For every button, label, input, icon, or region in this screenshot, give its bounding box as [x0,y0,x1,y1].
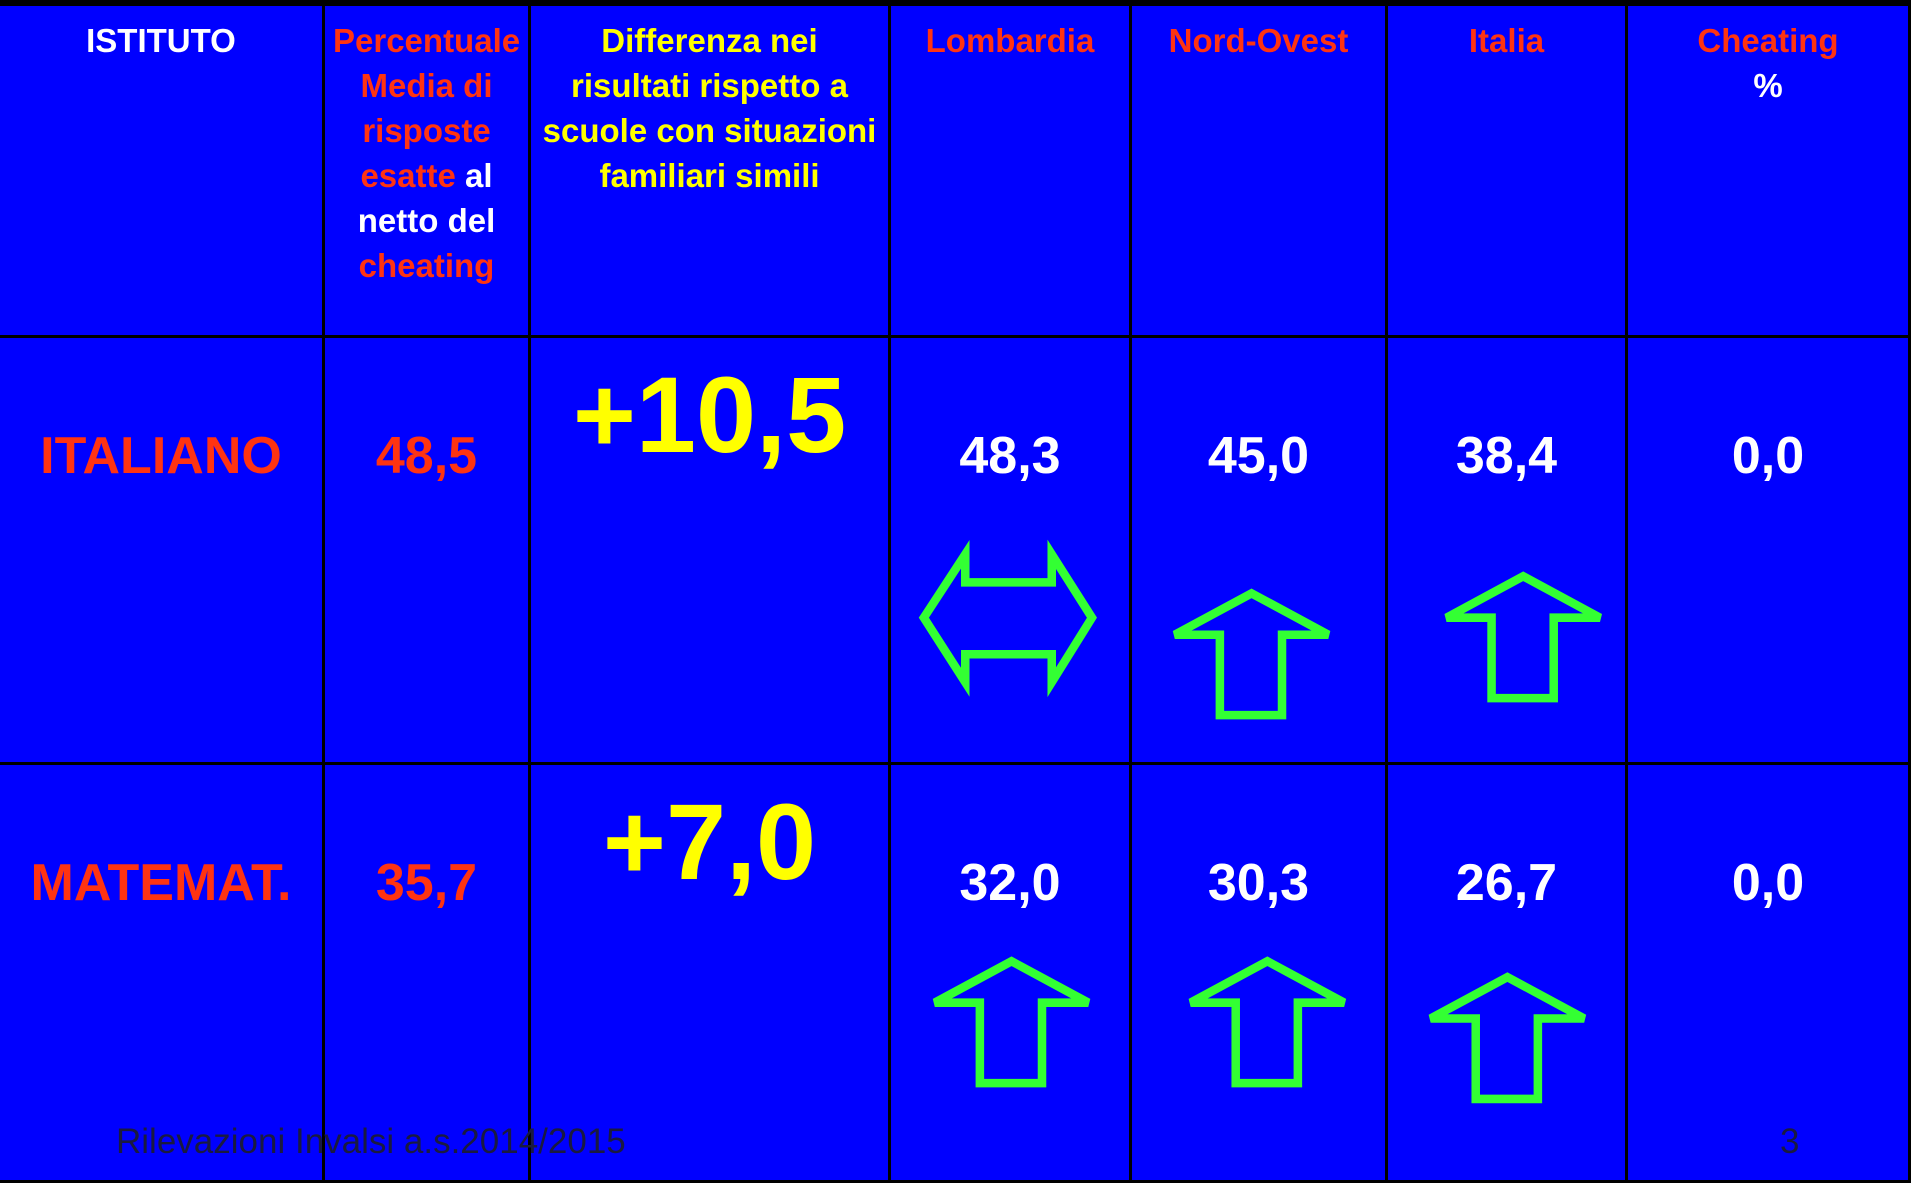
cell-value: 26,7 [1455,854,1558,912]
table-cell: 32,0 [891,765,1132,1183]
header-text: ISTITUTO [86,22,236,59]
table-cell: 35,7 [325,765,531,1183]
double-arrow [918,539,1097,698]
footer-source: Rilevazioni Invalsi a.s.2014/2015 [116,1122,626,1161]
table-cell: Nord-Ovest [1132,6,1388,338]
table-cell: 48,5 [325,338,531,765]
subject-label: MATEMAT. [30,854,292,912]
up-arrow [1444,571,1603,703]
header-text: netto del [357,202,496,239]
up-arrow [1188,956,1347,1088]
cell-value: 48,3 [959,427,1061,485]
table-cell: 45,0 [1132,338,1388,765]
table-cell: Italia [1388,6,1628,338]
difference-value: +7,0 [602,781,817,902]
header-text: Italia [1468,22,1545,59]
header-text: Nord-Ovest [1168,22,1349,59]
table-cell: Lombardia [891,6,1132,338]
up-arrow [932,956,1091,1088]
header-text: Cheating [1697,22,1839,59]
cell-value: 35,7 [375,854,478,912]
difference-value: +10,5 [572,354,847,475]
cell-value: 30,3 [1207,854,1310,912]
cell-value: 38,4 [1455,427,1558,485]
cell-value: 48,5 [375,427,478,485]
table-cell: 0,0 [1628,338,1911,765]
table-cell: +10,5 [531,338,891,765]
table-cell: 30,3 [1132,765,1388,1183]
header-text: Differenza nei risultati rispetto a scuo… [542,22,877,194]
table-cell: 0,0 [1628,765,1911,1183]
table-cell: Cheating% [1628,6,1911,338]
header-text: % [1753,67,1783,104]
table-cell: Percentuale Media di risposte esatte al n… [325,6,531,338]
table-cell: ITALIANO [0,338,325,765]
subject-label: ITALIANO [40,427,282,485]
table-cell: Differenza nei risultati rispetto a scuo… [531,6,891,338]
table-cell: ISTITUTO [0,6,325,338]
header-text: cheating [358,247,495,284]
page-number: 3 [1780,1122,1800,1161]
table-cell: 26,7 [1388,765,1628,1183]
up-arrow [1428,972,1587,1104]
cell-value: 32,0 [959,854,1061,912]
cell-value: 0,0 [1731,427,1805,485]
table-cell: 38,4 [1388,338,1628,765]
header-text: Percentuale Media di risposte esatte [333,22,521,194]
table-cell: +7,0 [531,765,891,1183]
table-cell: MATEMAT. [0,765,325,1183]
header-text: Lombardia [925,22,1095,59]
cell-value: 0,0 [1731,854,1805,912]
cell-value: 45,0 [1207,427,1310,485]
table-cell: 48,3 [891,338,1132,765]
up-arrow [1172,588,1331,720]
header-text: al [465,157,493,194]
top-band [0,0,1911,6]
